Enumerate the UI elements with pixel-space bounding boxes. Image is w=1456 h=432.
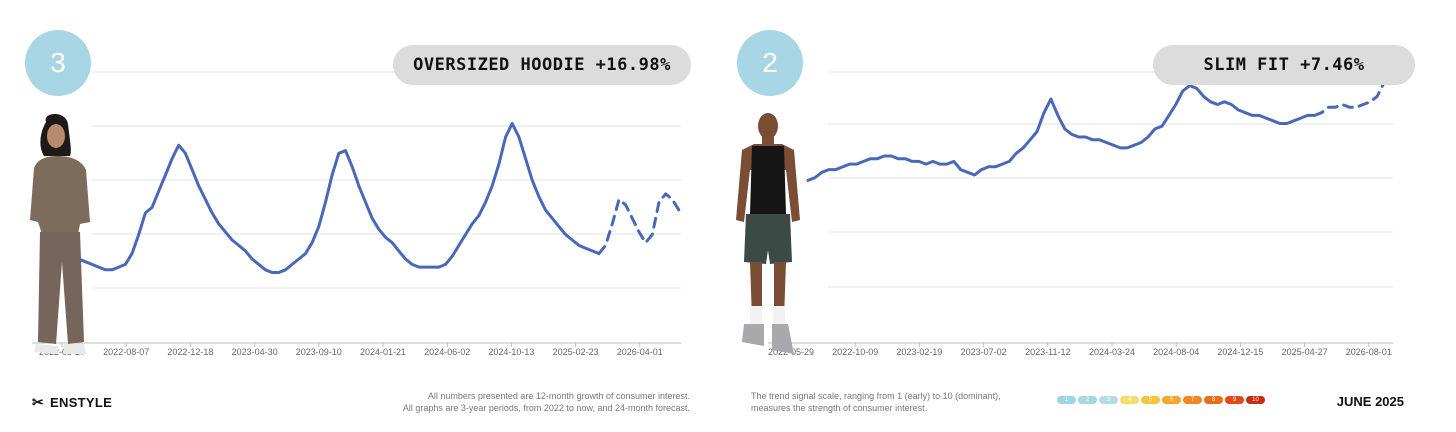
methodology-note: All numbers presented are 12-month growt… (403, 390, 690, 414)
x-tick-label: 2026-04-01 (617, 347, 663, 357)
x-tick-label: 2023-02-19 (896, 347, 942, 357)
scale-level-1: 1 (1057, 396, 1076, 404)
scale-level-3: 3 (1099, 396, 1118, 404)
x-tick-label: 2022-12-18 (167, 347, 213, 357)
note-line-1: All numbers presented are 12-month growt… (427, 391, 690, 401)
scale-level-7: 7 (1183, 396, 1202, 404)
x-tick-label: 2024-10-13 (488, 347, 534, 357)
scale-level-8: 8 (1204, 396, 1223, 404)
x-tick-label: 2025-02-23 (553, 347, 599, 357)
scale-note: The trend signal scale, ranging from 1 (… (751, 390, 1001, 414)
brand-name: ENSTYLE (50, 395, 113, 410)
x-tick-label: 2023-09-10 (296, 347, 342, 357)
scale-level-9: 9 (1225, 396, 1244, 404)
note-line-2: All graphs are 3-year periods, from 2022… (402, 403, 690, 413)
x-tick-label: 2024-06-02 (424, 347, 470, 357)
model-photo-slim-fit (736, 113, 800, 354)
scale-level-5: 5 (1141, 396, 1160, 404)
x-tick-label: 2023-04-30 (232, 347, 278, 357)
scale-level-10: 10 (1246, 396, 1265, 404)
brand-logo: ✂ ENSTYLE (32, 394, 112, 411)
forecast-line (1313, 78, 1393, 117)
scale-level-4: 4 (1120, 396, 1139, 404)
chart-panel-right: 2022-05-292022-10-092023-02-192023-07-02… (728, 0, 1456, 370)
history-line (806, 84, 1317, 182)
x-tick-label: 2026-08-01 (1346, 347, 1392, 357)
scale-level-2: 2 (1078, 396, 1097, 404)
x-tick-label: 2023-11-12 (1025, 347, 1070, 357)
x-tick-label: 2024-01-21 (360, 347, 406, 357)
trend-label-pill: OVERSIZED HOODIE +16.98% (393, 45, 691, 85)
rank-badge: 3 (25, 30, 91, 96)
forecast-line (597, 192, 681, 256)
rank-badge: 2 (737, 30, 803, 96)
trend-label-pill: SLIM FIT +7.46% (1153, 45, 1415, 85)
trend-signal-scale: 1 2 3 4 5 6 7 8 9 10 (1057, 396, 1265, 404)
x-tick-label: 2022-03-27 (39, 347, 85, 357)
x-tick-label: 2023-07-02 (961, 347, 1007, 357)
x-tick-label: 2024-08-04 (1153, 347, 1199, 357)
x-tick-label: 2022-08-07 (103, 347, 149, 357)
x-tick-label: 2024-03-24 (1089, 347, 1135, 357)
model-photo-hoodie (30, 114, 90, 354)
x-tick-label: 2022-10-09 (832, 347, 878, 357)
trend-chart-right: 2022-05-292022-10-092023-02-192023-07-02… (768, 71, 1393, 357)
x-tick-label: 2025-04-27 (1282, 347, 1328, 357)
trend-chart-left: 2022-03-27 2022-08-07 2022-12-18 2023-04-30… (32, 71, 681, 357)
x-tick-label: 2024-12-15 (1217, 347, 1263, 357)
scissors-icon: ✂ (32, 394, 45, 410)
history-line (70, 122, 601, 274)
report-date: JUNE 2025 (1336, 394, 1404, 409)
scale-line-1: The trend signal scale, ranging from 1 (… (751, 391, 1001, 401)
scale-line-2: measures the strength of consumer intere… (751, 403, 928, 413)
chart-panel-left: 2022-03-27 2022-08-07 2022-12-18 2023-04-30… (0, 0, 720, 370)
scale-level-6: 6 (1162, 396, 1181, 404)
